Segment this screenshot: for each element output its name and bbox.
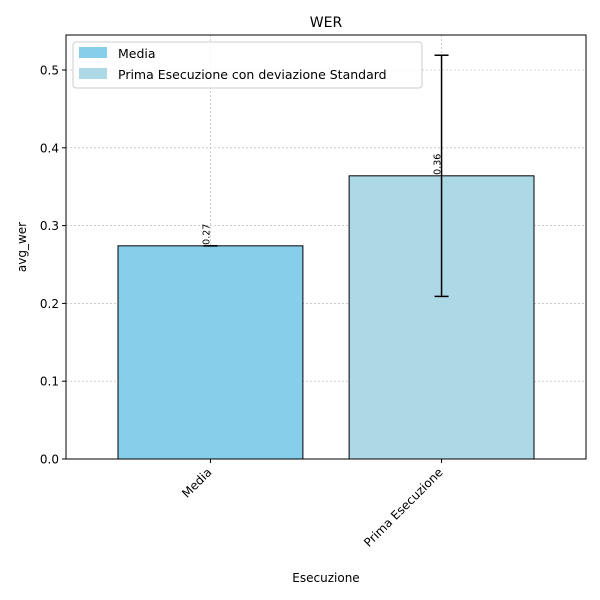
y-tick-label: 0.4 <box>40 141 59 155</box>
legend-label-prima-esecuzione: Prima Esecuzione con deviazione Standard <box>118 67 387 82</box>
bar-value-label: 0.27 <box>201 224 212 245</box>
y-tick-label: 0.0 <box>40 453 59 467</box>
value-labels-layer: 0.27 0.36 <box>201 154 443 245</box>
legend-frame <box>72 41 423 89</box>
chart-title: WER <box>310 15 343 31</box>
bar-value-label: 0.36 <box>433 154 444 175</box>
bar <box>117 245 304 460</box>
y-tick-label: 0.3 <box>40 219 59 233</box>
legend-swatch-media <box>79 47 107 58</box>
legend-swatch-prima-esecuzione <box>79 68 107 79</box>
y-axis: 0.0 0.1 0.2 0.3 0.4 0.5 <box>40 64 66 467</box>
y-tick-label: 0.2 <box>40 297 59 311</box>
legend: Media Prima Esecuzione con deviazione St… <box>72 41 423 89</box>
y-tick-label: 0.5 <box>40 64 59 78</box>
plot-frame <box>65 34 587 460</box>
legend-label-media: Media <box>118 46 156 61</box>
x-axis-label: Esecuzione <box>292 571 359 585</box>
y-axis-label: avg_wer <box>15 222 29 272</box>
y-tick-label: 0.1 <box>40 375 59 389</box>
error-bars-layer <box>203 54 449 298</box>
